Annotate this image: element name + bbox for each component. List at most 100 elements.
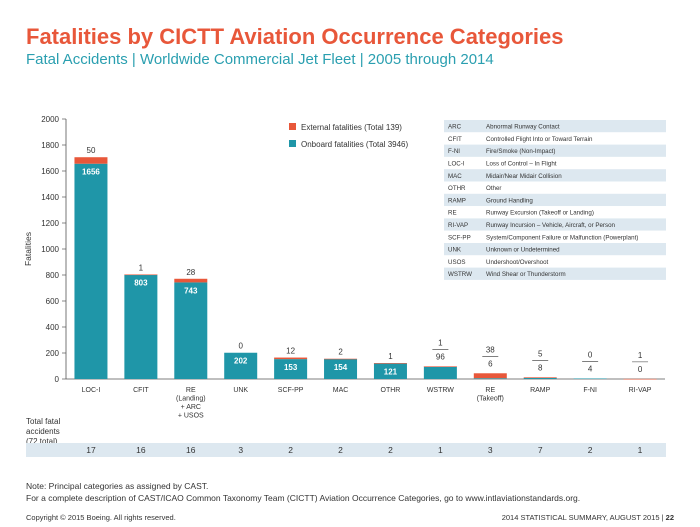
abbr-desc: Abnormal Runway Contact xyxy=(486,124,560,131)
bar-external xyxy=(324,358,358,360)
y-tick-label: 600 xyxy=(46,297,60,306)
abbr-row xyxy=(444,132,666,145)
abbr-desc: Undershoot/Overshoot xyxy=(486,259,549,266)
note-principal: Note: Principal categories as assigned b… xyxy=(26,481,209,491)
x-tick-label: RE xyxy=(485,387,495,394)
abbr-row xyxy=(444,120,666,133)
y-tick-label: 1800 xyxy=(41,141,59,150)
abbr-code: RI-VAP xyxy=(448,222,468,229)
footer-page-number: 22 xyxy=(665,513,674,522)
footer-summary: 2014 STATISTICAL SUMMARY, AUGUST 2015 | … xyxy=(502,513,674,522)
label-external: 28 xyxy=(186,268,195,277)
label-onboard: 202 xyxy=(234,357,248,366)
accidents-value: 3 xyxy=(238,445,243,455)
accidents-value: 7 xyxy=(538,445,543,455)
label-onboard: 96 xyxy=(436,352,445,361)
legend-swatch-external xyxy=(289,123,296,130)
abbr-code: ARC xyxy=(448,124,462,131)
bar-onboard xyxy=(523,377,557,379)
label-external: 38 xyxy=(486,345,495,354)
accidents-value: 2 xyxy=(388,445,393,455)
x-tick-label: MAC xyxy=(333,387,349,394)
abbr-desc: Fire/Smoke (Non-Impact) xyxy=(486,148,555,155)
page-title: Fatalities by CICTT Aviation Occurrence … xyxy=(26,24,564,49)
bar-onboard xyxy=(124,274,158,379)
bar-onboard xyxy=(423,366,457,379)
label-onboard: 153 xyxy=(284,363,298,372)
abbr-code: WSTRW xyxy=(448,271,472,278)
bar-onboard xyxy=(274,359,308,379)
abbr-desc: System/Component Failure or Malfunction … xyxy=(486,234,638,241)
abbr-desc: Runway Excursion (Takeoff or Landing) xyxy=(486,210,594,217)
bar-plot: 0200400600800100012001400160018002000Fat… xyxy=(23,115,665,420)
y-tick-label: 1200 xyxy=(41,219,59,228)
y-tick-label: 1600 xyxy=(41,167,59,176)
accidents-row-label: accidents xyxy=(26,427,60,436)
bar-external xyxy=(473,373,507,379)
legend-label-onboard: Onboard fatalities (Total 3946) xyxy=(301,140,409,149)
abbr-desc: Ground Handling xyxy=(486,197,533,204)
y-tick-label: 0 xyxy=(55,375,60,384)
accidents-value: 16 xyxy=(186,445,196,455)
bar-onboard xyxy=(373,363,407,379)
label-onboard: 6 xyxy=(488,359,493,368)
bar-onboard xyxy=(324,358,358,379)
abbr-row xyxy=(444,156,666,170)
x-tick-label: + USOS xyxy=(178,413,204,420)
label-external: 0 xyxy=(238,342,243,351)
abbr-row xyxy=(444,255,666,268)
bar-external xyxy=(74,157,108,164)
abbr-desc: Midair/Near Midair Collision xyxy=(486,173,562,180)
abbr-row xyxy=(444,206,666,219)
x-tick-label: CFIT xyxy=(133,387,149,394)
y-tick-label: 2000 xyxy=(41,115,59,124)
abbr-code: OTHR xyxy=(448,185,466,192)
bar-onboard xyxy=(473,378,507,379)
abbr-code: MAC xyxy=(448,173,462,180)
legend-label-external: External fatalities (Total 139) xyxy=(301,123,402,132)
footer-summary-text: 2014 STATISTICAL SUMMARY, AUGUST 2015 | xyxy=(501,513,664,522)
abbr-row xyxy=(444,218,666,231)
y-tick-label: 1400 xyxy=(41,193,59,202)
y-axis-title: Fatalities xyxy=(23,232,33,266)
footer-copyright: Copyright © 2015 Boeing. All rights rese… xyxy=(26,513,176,522)
label-onboard: 1656 xyxy=(82,168,100,177)
accidents-value: 2 xyxy=(288,445,293,455)
x-tick-label: RI-VAP xyxy=(629,387,652,394)
bar-external xyxy=(373,363,407,364)
label-external: 1 xyxy=(638,351,643,360)
label-external: 1 xyxy=(438,338,443,347)
x-tick-label: (Landing) xyxy=(176,396,206,403)
bar-external xyxy=(623,378,657,380)
x-tick-label: LOC-I xyxy=(82,387,101,394)
x-tick-label: UNK xyxy=(233,387,248,394)
y-tick-label: 800 xyxy=(46,271,60,280)
abbr-row xyxy=(444,230,666,243)
bar-external xyxy=(124,274,158,276)
accidents-value: 16 xyxy=(136,445,146,455)
x-tick-label: WSTRW xyxy=(427,387,454,394)
abbr-desc: Unknown or Undetermined xyxy=(486,247,560,254)
abbr-row xyxy=(444,243,666,256)
abbr-code: SCF-PP xyxy=(448,234,471,241)
abbr-row xyxy=(444,267,666,280)
label-onboard: 8 xyxy=(538,363,543,372)
accidents-value: 2 xyxy=(338,445,343,455)
abbr-row xyxy=(444,193,666,207)
fatalities-chart: External fatalities (Total 139) Onboard … xyxy=(23,115,666,457)
x-tick-label: F-NI xyxy=(583,387,597,394)
label-onboard: 0 xyxy=(638,365,643,374)
abbr-desc: Other xyxy=(486,185,501,192)
accidents-value: 3 xyxy=(488,445,493,455)
label-onboard: 803 xyxy=(134,279,148,288)
x-tick-label: OTHR xyxy=(381,387,401,394)
abbr-row xyxy=(444,181,666,194)
accidents-value: 17 xyxy=(86,445,96,455)
abbr-desc: Loss of Control – In Flight xyxy=(486,161,557,168)
abbr-code: USOS xyxy=(448,259,466,266)
x-tick-label: SCF-PP xyxy=(278,387,304,394)
accidents-value: 1 xyxy=(438,445,443,455)
abbr-row xyxy=(444,169,666,182)
label-onboard: 4 xyxy=(588,364,593,373)
bar-external xyxy=(523,377,557,378)
